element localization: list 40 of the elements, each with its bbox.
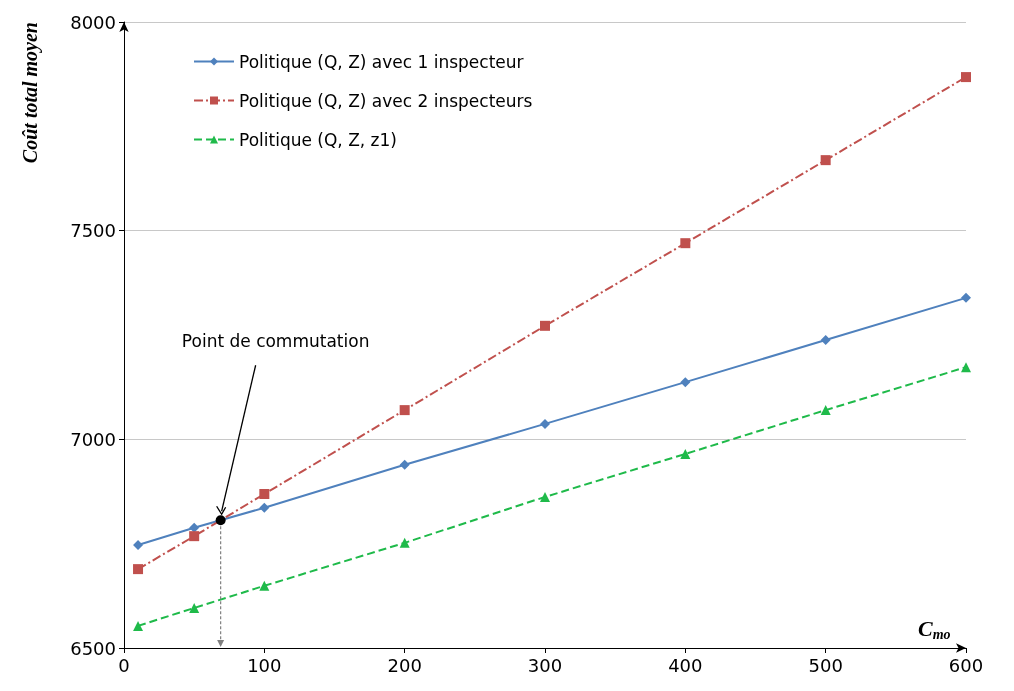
point <box>189 531 200 542</box>
annotation: Point de commutation <box>181 331 370 352</box>
point <box>820 155 831 166</box>
y-tick-label: 7000 <box>70 428 116 450</box>
point <box>540 491 550 502</box>
point <box>259 489 270 499</box>
y-axis-title: Coût total moyen <box>19 22 42 164</box>
point <box>540 320 550 331</box>
legend-label: Politique (Q, Z) avec 1 inspecteur <box>239 51 524 72</box>
legend-label: Politique (Q, Z, z1) <box>239 129 397 150</box>
point <box>680 238 691 249</box>
point <box>189 522 200 533</box>
point <box>961 292 971 303</box>
point <box>399 537 410 548</box>
x-tick-label: 100 <box>247 654 282 676</box>
point <box>961 72 971 83</box>
x-tick-label: 600 <box>948 654 984 676</box>
y-tick-label: 6500 <box>70 637 116 659</box>
point <box>820 405 831 416</box>
point <box>680 448 691 459</box>
point <box>189 602 200 613</box>
point <box>259 502 270 513</box>
x-tick-label: 400 <box>668 654 703 676</box>
legend-label: Politique (Q, Z) avec 2 inspecteurs <box>239 90 533 111</box>
point <box>399 459 410 470</box>
point <box>820 335 831 346</box>
x-tick-label: 0 <box>118 654 130 676</box>
point <box>399 405 410 416</box>
y-tick-label: 8000 <box>70 11 116 33</box>
point <box>259 580 270 591</box>
x-tick-label: 500 <box>808 654 843 676</box>
point <box>133 620 144 631</box>
point <box>133 539 144 550</box>
point <box>961 362 971 373</box>
x-tick-label: 200 <box>387 654 422 676</box>
point <box>680 377 691 388</box>
point <box>133 564 144 575</box>
x-tick-label: 300 <box>527 654 563 676</box>
y-tick-label: 7500 <box>70 220 116 242</box>
point <box>540 418 550 429</box>
